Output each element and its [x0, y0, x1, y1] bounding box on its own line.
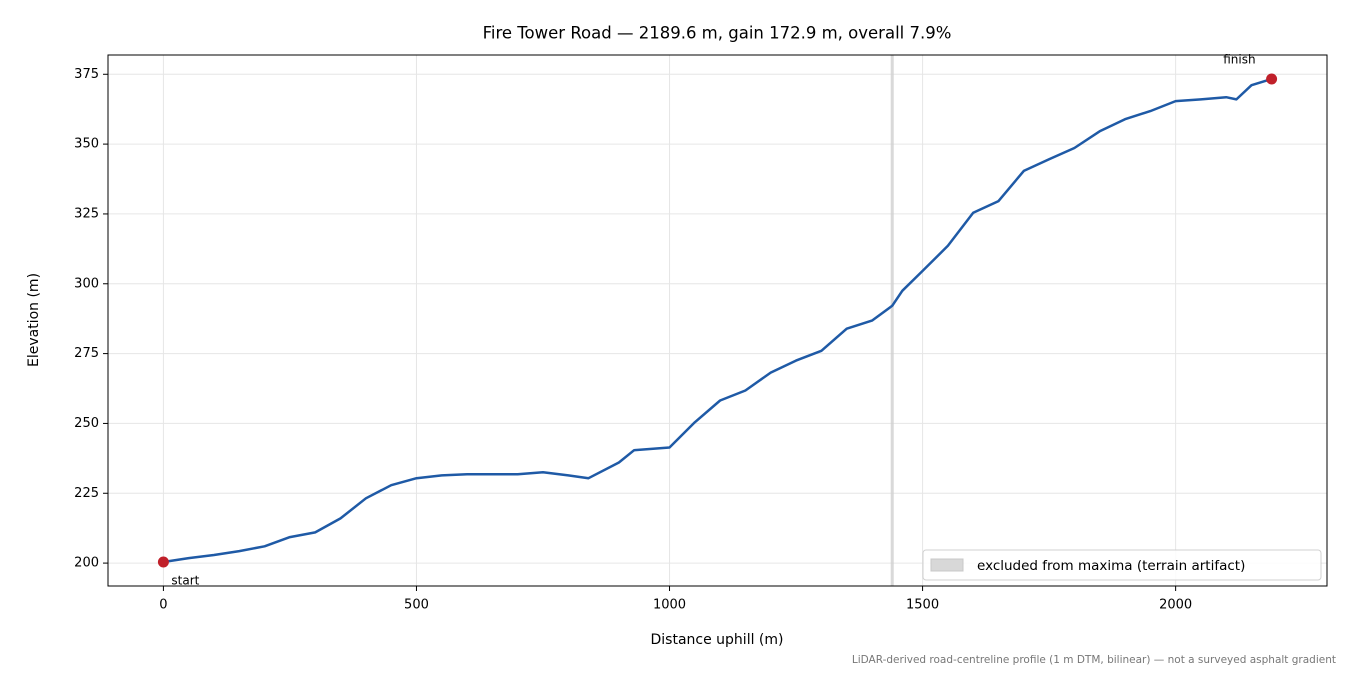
y-tick-label: 325	[74, 206, 99, 221]
y-axis-label: Elevation (m)	[26, 273, 42, 367]
elevation-line	[163, 77, 1272, 564]
x-tick-label: 1000	[653, 598, 686, 613]
legend-label: excluded from maxima (terrain artifact)	[977, 558, 1245, 574]
excluded-span	[890, 55, 894, 586]
start-marker	[157, 556, 169, 568]
y-tick-label: 200	[74, 556, 99, 571]
chart-title: Fire Tower Road — 2189.6 m, gain 172.9 m…	[483, 24, 952, 43]
x-tick-label: 500	[404, 598, 429, 613]
footnote: LiDAR-derived road-centreline profile (1…	[852, 654, 1336, 666]
y-tick-label: 375	[74, 67, 99, 82]
start-label: start	[171, 573, 199, 587]
y-tick-label: 350	[74, 137, 99, 152]
y-tick-label: 275	[74, 346, 99, 361]
legend-swatch	[930, 558, 964, 572]
x-tick-label: 2000	[1159, 598, 1192, 613]
x-tick-label: 0	[159, 598, 167, 613]
finish-marker	[1266, 73, 1278, 85]
x-axis-label: Distance uphill (m)	[651, 632, 784, 648]
x-tick-label: 1500	[906, 598, 939, 613]
legend-box	[922, 549, 1322, 581]
plot-frame	[107, 54, 1328, 587]
finish-label: finish	[1223, 53, 1255, 67]
y-tick-label: 225	[74, 486, 99, 501]
y-tick-label: 300	[74, 276, 99, 291]
y-tick-label: 250	[74, 416, 99, 431]
